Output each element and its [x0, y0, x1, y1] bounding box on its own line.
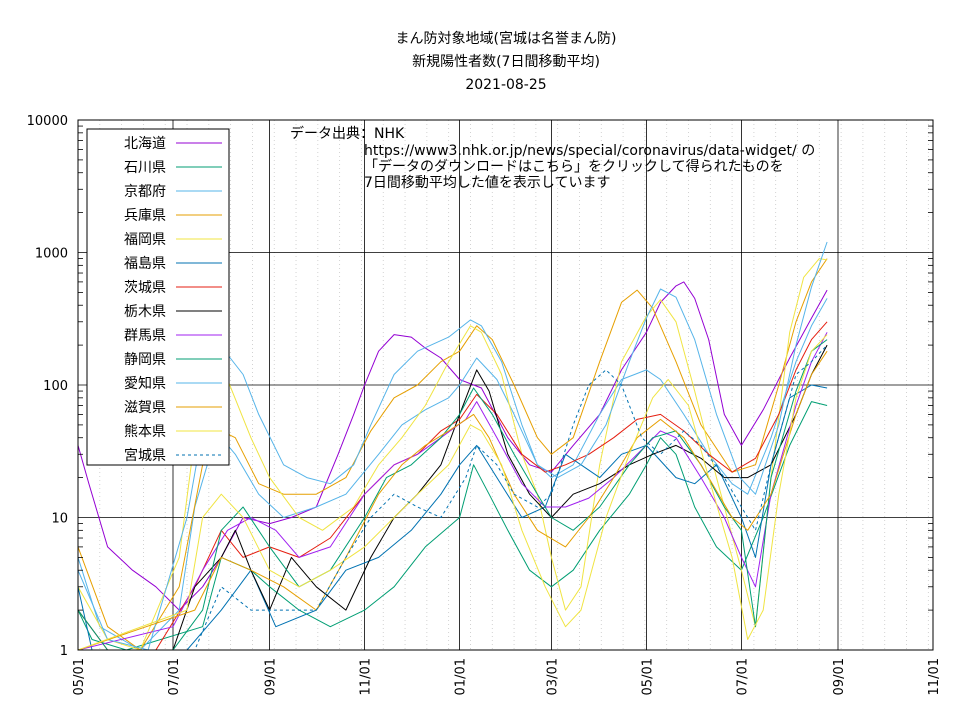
- legend-label: 愛知県: [124, 375, 166, 392]
- annotation-line-4: 7日間移動平均した値を表示しています: [364, 175, 611, 191]
- legend-label: 福岡県: [124, 232, 166, 248]
- y-tick-label: 10: [51, 512, 68, 527]
- y-tick-label: 1: [60, 644, 68, 659]
- grid-layer: [77, 119, 934, 651]
- y-axis-ticks: 1 10 100 1000 10000: [27, 114, 933, 659]
- legend: 北海道石川県京都府兵庫県福岡県福島県茨城県栃木県群馬県静岡県愛知県滋賀県熊本県宮…: [86, 128, 230, 466]
- x-tick-label: 03/01: [545, 658, 560, 695]
- legend-label: 京都府: [124, 184, 166, 200]
- x-tick-label: 11/01: [927, 658, 942, 695]
- chart-subtitle: 新規陽性者数(7日間移動平均): [412, 54, 600, 70]
- legend-label: 兵庫県: [124, 207, 166, 224]
- x-tick-label: 07/01: [735, 658, 750, 695]
- series-line: [78, 321, 828, 650]
- legend-label: 群馬県: [124, 328, 166, 344]
- series-line: [78, 350, 828, 650]
- legend-label: 茨城県: [124, 280, 166, 296]
- legend-label: 福島県: [124, 256, 166, 272]
- series-line: [78, 344, 828, 650]
- legend-box: [86, 128, 230, 466]
- legend-label: 栃木県: [124, 304, 166, 320]
- series-layer: [78, 241, 828, 650]
- x-tick-label: 05/01: [640, 658, 655, 695]
- x-tick-label: 07/01: [167, 658, 182, 695]
- series-line: [78, 332, 828, 650]
- chart-title: まん防対象地域(宮城は名誉まん防): [396, 31, 617, 47]
- legend-label: 宮城県: [124, 448, 166, 464]
- y-tick-label: 1000: [35, 247, 68, 262]
- x-tick-label: 01/01: [454, 658, 469, 695]
- annotation-line-2: https://www3.nhk.or.jp/news/special/coro…: [364, 143, 815, 159]
- y-tick-label: 10000: [27, 114, 68, 129]
- x-tick-label: 11/01: [359, 658, 374, 695]
- legend-label: 滋賀県: [124, 400, 166, 416]
- series-line: [78, 334, 828, 650]
- legend-label: 静岡県: [124, 352, 166, 368]
- x-axis-ticks: 05/01 07/01 09/01 11/01 01/01 03/01 05/01 07/01…: [72, 658, 942, 695]
- series-line: [78, 339, 828, 650]
- x-tick-label: 05/01: [72, 658, 87, 695]
- series-line: [78, 241, 828, 650]
- series-line: [78, 258, 828, 650]
- legend-label: 石川県: [124, 160, 166, 176]
- legend-label: 熊本県: [124, 424, 166, 440]
- series-line: [78, 344, 828, 650]
- source-annotation: データ出典：NHK https://www3.nhk.or.jp/news/sp…: [290, 125, 815, 191]
- y-tick-label: 100: [43, 379, 68, 394]
- annotation-line-1: データ出典：NHK: [290, 125, 405, 142]
- x-tick-label: 09/01: [832, 658, 847, 695]
- chart-date: 2021-08-25: [465, 77, 546, 93]
- x-tick-label: 09/01: [264, 658, 279, 695]
- plot-frame: [77, 119, 934, 651]
- legend-label: 北海道: [124, 136, 166, 152]
- annotation-line-3: 「データのダウンロードはこちら」をクリックして得られたものを: [364, 158, 784, 175]
